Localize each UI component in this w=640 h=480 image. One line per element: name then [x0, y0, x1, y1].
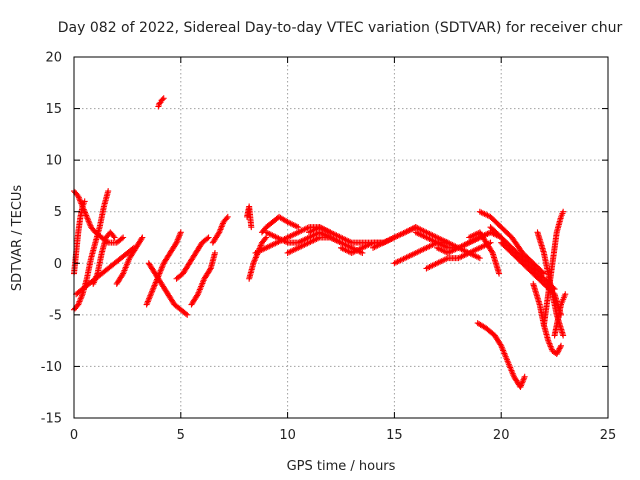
y-tick-label: 20 [45, 51, 62, 66]
data-point [263, 234, 270, 241]
data-point [184, 311, 191, 318]
data-point [194, 292, 201, 299]
data-point [488, 248, 495, 255]
data-point [497, 341, 504, 348]
data-point [118, 235, 125, 242]
x-tick-label: 25 [600, 428, 617, 443]
data-point [557, 344, 564, 351]
data-point [554, 349, 561, 356]
y-tick-label: 15 [45, 102, 62, 117]
data-point [560, 208, 567, 215]
chart-title: Day 082 of 2022, Sidereal Day-to-day VTE… [58, 20, 623, 36]
y-tick-label: -15 [41, 412, 62, 427]
data-point [105, 188, 112, 195]
data-point [182, 310, 189, 317]
data-point [160, 95, 167, 102]
data-point [81, 198, 88, 205]
data-point [359, 249, 366, 256]
y-tick-label: 0 [54, 257, 62, 272]
data-point [476, 255, 483, 262]
data-point [110, 233, 117, 240]
data-point [248, 224, 255, 231]
data-point [496, 270, 503, 277]
data-point [553, 351, 560, 358]
data-point [111, 234, 118, 241]
data-point [560, 332, 567, 339]
data-point [262, 235, 269, 242]
data-point [224, 213, 231, 220]
axis-ticks: 0 5 10 15 20 25 -15 -10 -5 0 5 10 15 20 [41, 51, 617, 444]
data-point [139, 234, 146, 241]
data-point [223, 215, 230, 222]
data-point [159, 96, 166, 103]
data-point [558, 342, 565, 349]
data-point [204, 235, 211, 242]
x-axis-label: GPS time / hours [287, 459, 396, 474]
data-point [215, 230, 222, 237]
data-point [177, 229, 184, 236]
data-point [205, 234, 212, 241]
x-tick-label: 10 [279, 428, 296, 443]
data-point [156, 100, 163, 107]
data-point [555, 348, 562, 355]
y-tick-label: -5 [49, 308, 62, 323]
y-tick-label: -10 [41, 360, 62, 375]
data-point [120, 234, 127, 241]
data-point [211, 249, 218, 256]
x-tick-label: 0 [70, 428, 78, 443]
x-tick-label: 20 [493, 428, 510, 443]
data-point [556, 345, 563, 352]
data-point [138, 235, 145, 242]
data-points [71, 95, 569, 391]
data-point [555, 346, 562, 353]
x-tick-label: 5 [177, 428, 185, 443]
data-point [172, 240, 179, 247]
data-point [206, 266, 213, 273]
plot-frame [73, 56, 609, 419]
data-point [562, 291, 569, 298]
data-point [521, 373, 528, 380]
data-point [119, 271, 126, 278]
data-point [295, 224, 302, 231]
y-axis-label: SDTVAR / TECUs [10, 185, 25, 292]
y-tick-label: 10 [45, 154, 62, 169]
x-tick-label: 15 [386, 428, 403, 443]
y-tick-label: 5 [54, 205, 62, 220]
